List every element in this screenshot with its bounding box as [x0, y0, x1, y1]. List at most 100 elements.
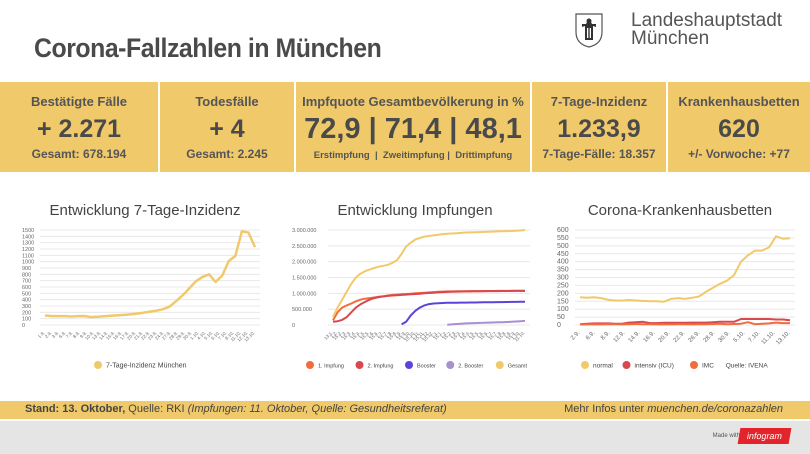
legend-label: Gesamt — [508, 364, 528, 370]
x-tick-label: 9.9. — [79, 330, 88, 339]
footer-vaccination-note: (Impfungen: 11. Oktober, Quelle: Gesundh… — [187, 403, 447, 415]
x-tick-label: 1.3. — [339, 330, 348, 339]
chart-title-vaccinations: Entwicklung Impfungen — [337, 202, 493, 219]
kpi-value: + 4 — [209, 115, 245, 143]
x-tick-label: 1.4. — [348, 330, 357, 339]
x-tick-label: 12.9. — [613, 330, 627, 344]
legend-label: 2. Booster — [458, 364, 483, 370]
x-tick-label: 20.9. — [126, 330, 137, 341]
y-tick-label: 1100 — [22, 253, 34, 259]
y-tick-label: 100 — [22, 317, 31, 323]
legend-marker — [690, 361, 698, 369]
kpi-sub: 7-Tage-Fälle: 18.357 — [542, 147, 656, 161]
legend-note: Quelle: IVENA — [726, 363, 769, 370]
y-tick-label: 1400 — [22, 234, 34, 240]
kpi-label: Todesfälle — [195, 94, 259, 109]
series-line-7-tage-inzidenz-m-nchen — [44, 230, 257, 319]
x-tick-label: 11.10. — [761, 330, 777, 346]
legend-marker — [355, 361, 364, 369]
footer-gray-area: Made with infogram — [0, 421, 810, 454]
x-tick-label: 15.9. — [105, 330, 116, 341]
y-tick-label: 1000 — [22, 260, 34, 266]
infogram-logo[interactable]: infogram — [737, 428, 792, 444]
vaccinations-chart: 0 500.000 1.000.000 1.500.000 2.000.000 2.500… — [292, 228, 530, 370]
kpi-hospital-beds: Krankenhausbetten 620 +/- Vorwoche: +77 — [668, 82, 810, 172]
y-tick-label: 700 — [22, 279, 31, 285]
x-tick-label: 22.9. — [673, 330, 687, 344]
x-tick-label: 15.3. — [341, 330, 352, 341]
x-tick-label: 14.9. — [98, 330, 109, 341]
y-tick-label: 400 — [557, 259, 569, 266]
x-tick-label: 13.1. — [323, 330, 334, 341]
kpi-label: Krankenhausbetten — [678, 94, 800, 109]
series-line-2-impfung — [332, 289, 525, 323]
y-tick-label: 200 — [22, 310, 31, 316]
y-tick-label: 450 — [557, 251, 569, 258]
x-tick-label: 1.7. — [485, 330, 494, 339]
legend-marker — [306, 361, 314, 369]
x-tick-label: 28.9. — [703, 330, 717, 344]
x-tick-label: 1.12. — [419, 330, 430, 341]
y-tick-label: 900 — [22, 266, 31, 272]
x-tick-label: 15.4. — [351, 330, 362, 341]
y-tick-label: 150 — [557, 298, 569, 305]
y-tick-label: 500.000 — [292, 307, 312, 313]
y-tick-label: 600 — [22, 285, 31, 291]
footer-source-rki: Quelle: RKI — [125, 403, 188, 415]
kpi-value: 620 — [718, 115, 760, 143]
legend-label: normal — [593, 363, 613, 370]
city-name: Landeshauptstadt München — [631, 11, 782, 49]
x-tick-label: 15.8. — [497, 330, 508, 341]
kpi-label: 7-Tage-Inzidenz — [550, 94, 648, 109]
x-tick-label: 8.9. — [600, 330, 612, 342]
y-tick-label: 2.500.000 — [292, 244, 316, 250]
x-tick-label: 15.7. — [378, 330, 389, 341]
legend-marker — [581, 361, 589, 369]
y-tick-label: 400 — [22, 298, 31, 304]
kpi-label: Impfquote Gesamtbevölkerung in % — [302, 94, 524, 109]
kpi-vaccination-rate: Impfquote Gesamtbevölkerung in % 72,9 | … — [296, 82, 530, 172]
x-tick-label: 27.9. — [161, 330, 172, 341]
kpi-label: Bestätigte Fälle — [30, 94, 128, 109]
x-tick-label: 16.9. — [112, 330, 123, 341]
kpi-sub: +/- Vorwoche: +77 — [688, 147, 790, 161]
y-tick-label: 500 — [22, 291, 31, 297]
x-tick-label: 1.2. — [329, 330, 338, 339]
legend-label: IMC — [702, 363, 714, 370]
x-tick-label: 17.9. — [119, 330, 130, 341]
legend-marker — [446, 361, 455, 369]
footer-more-info: Mehr Infos unter muenchen.de/coronazahle… — [564, 403, 783, 415]
footer-link[interactable]: muenchen.de/coronazahlen — [647, 403, 783, 415]
x-tick-label: 30.9. — [718, 330, 732, 344]
x-tick-label: 7.9. — [65, 330, 74, 339]
x-tick-label: 1.9. — [393, 330, 402, 339]
kpi-row: Bestätigte Fälle + 2.271 Gesamt: 678.194… — [0, 82, 810, 172]
x-tick-label: 24.9. — [154, 330, 165, 341]
x-tick-label: 29.9. — [175, 330, 186, 341]
city-name-line2: München — [631, 28, 710, 49]
x-tick-label: 4.10. — [196, 330, 207, 341]
y-tick-label: 2.000.000 — [292, 260, 316, 266]
x-tick-label: 2.9. — [570, 330, 582, 342]
x-tick-label: 15.6. — [369, 330, 380, 341]
x-tick-label: 23.9. — [147, 330, 158, 341]
x-tick-label: 6.10. — [210, 330, 221, 341]
footer-bar: Stand: 13. Oktober, Quelle: RKI (Impfung… — [0, 401, 810, 419]
chart-title-incidence: Entwicklung 7-Tage-Inzidenz — [49, 202, 241, 219]
y-tick-label: 250 — [557, 282, 569, 289]
y-tick-label: 1.500.000 — [292, 276, 316, 282]
kpi-sub: Gesamt: 678.194 — [31, 147, 127, 161]
x-tick-label: 14.9. — [628, 330, 642, 344]
x-tick-label: 1.10. — [511, 330, 522, 341]
x-tick-label: 8.9. — [72, 330, 81, 339]
x-tick-label: 1.6. — [476, 330, 485, 339]
x-tick-label: 6.9. — [585, 330, 597, 342]
y-tick-label: 1.000.000 — [292, 291, 316, 297]
series-line-imc — [579, 321, 790, 326]
y-tick-label: 300 — [22, 304, 31, 310]
x-tick-label: 1.11. — [410, 330, 420, 340]
legend-marker — [495, 361, 504, 369]
x-tick-label: 16.9. — [643, 330, 657, 344]
x-tick-label: 1.2. — [439, 330, 448, 339]
y-tick-label: 50 — [557, 314, 565, 321]
